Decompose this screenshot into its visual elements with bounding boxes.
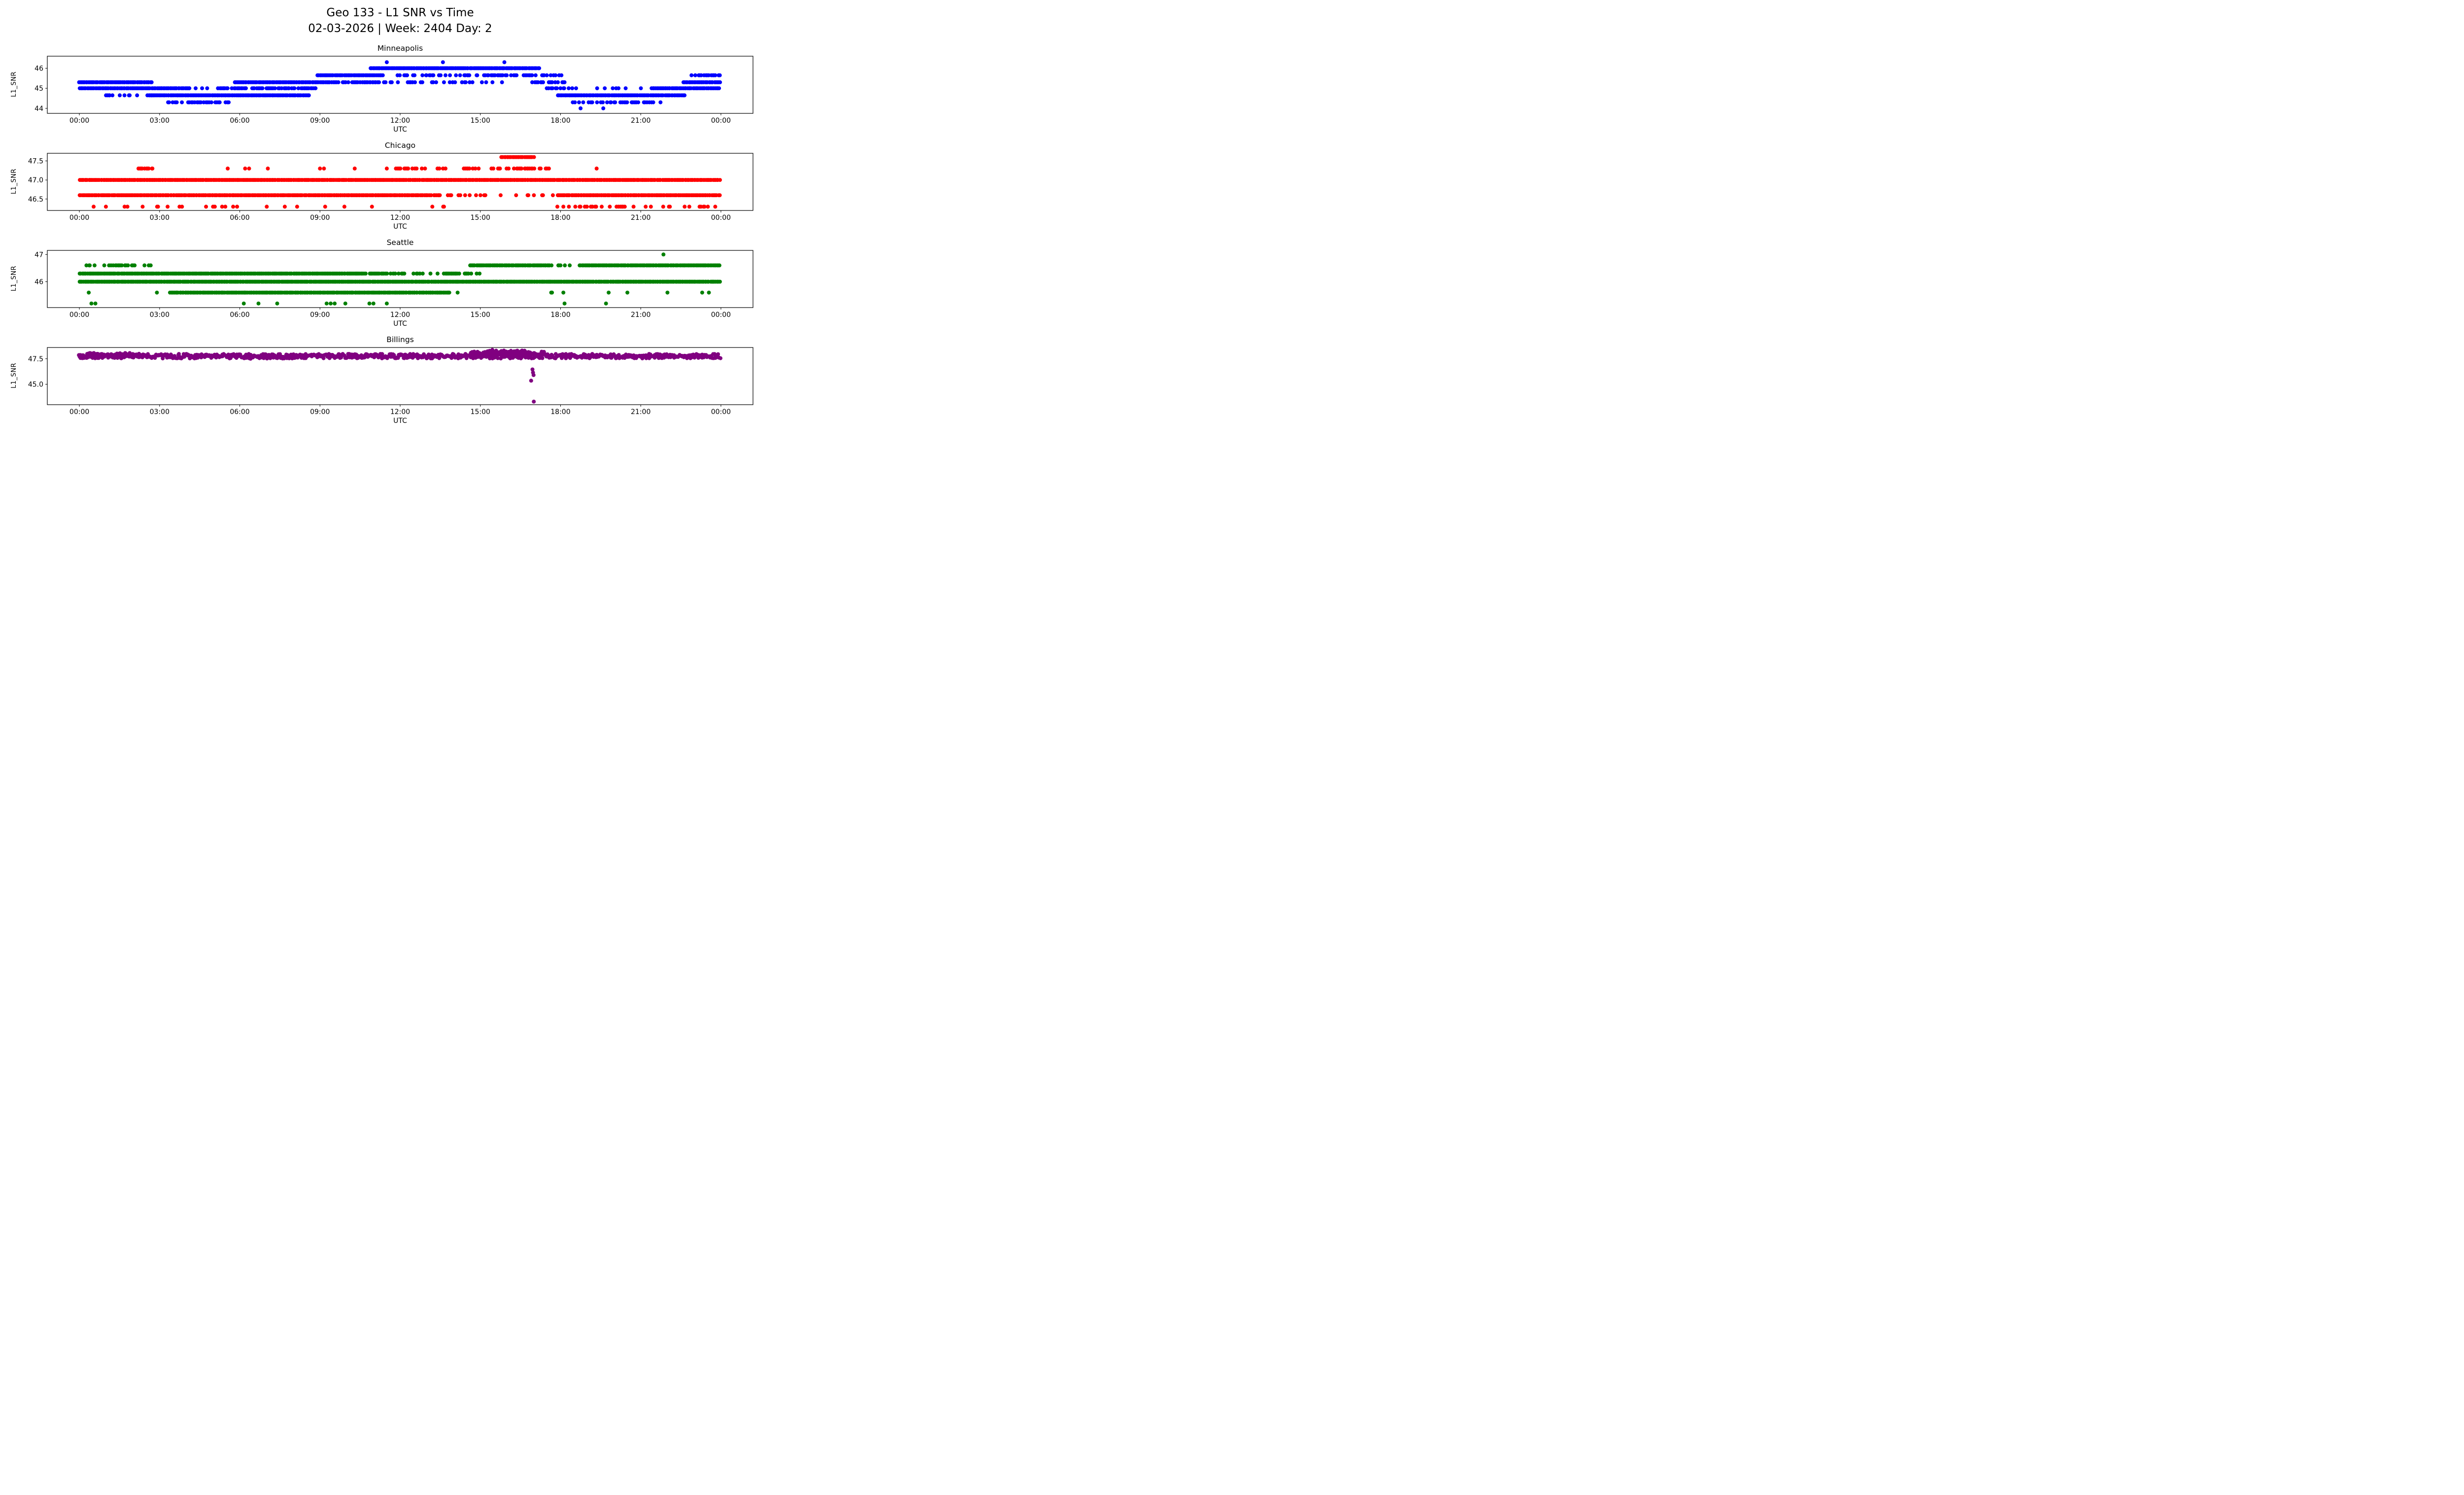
x-tick-label: 06:00 [230,311,249,319]
x-tick-label: 00:00 [711,311,731,319]
x-tick-label: 03:00 [150,214,170,222]
x-tick-label: 12:00 [390,214,410,222]
y-axis-label: L1_SNR [10,266,18,292]
axes-frame [47,250,753,308]
plot-area-chicago: 00:00 03:00 06:00 09:00 12:00 15:00 18:00 21:00… [28,153,753,222]
x-tick-label: 00:00 [69,214,89,222]
plot-area-minneapolis: 00:00 03:00 06:00 09:00 12:00 15:00 18:00 21:00… [34,56,753,125]
x-tick-label: 15:00 [471,408,490,416]
axes-frame [47,56,753,114]
subplot-seattle: Seattle L1_SNR 00:00 03:00 06:00 09:00 12:00… [8,238,769,328]
y-axis-label: L1_SNR [10,71,18,98]
y-tick-label: 47.5 [28,355,43,363]
x-tick-label: 06:00 [230,214,249,222]
axis-ticks [45,161,721,213]
x-tick-label: 21:00 [631,214,650,222]
axis-ticks [45,254,721,310]
x-tick-label: 03:00 [150,117,170,125]
y-tick-label: 46 [34,278,43,286]
scatter-series-billings [77,348,722,404]
axes-frame [47,153,753,211]
x-tick-label: 09:00 [310,408,330,416]
y-tick-label: 46 [34,65,43,73]
x-tick-label: 12:00 [390,408,410,416]
x-tick-label: 18:00 [550,117,570,125]
scatter-series-chicago [77,155,722,209]
scatter-series-minneapolis [77,60,722,111]
axis-tick-labels: 00:00 03:00 06:00 09:00 12:00 15:00 18:00 21:00… [34,251,731,319]
x-tick-label: 12:00 [390,117,410,125]
x-tick-label: 09:00 [310,311,330,319]
x-tick-label: 18:00 [550,311,570,319]
y-tick-label: 45 [34,85,43,93]
subplot-title-seattle: Seattle [386,238,414,247]
x-tick-label: 18:00 [550,408,570,416]
y-axis-label: L1_SNR [10,363,18,389]
x-tick-label: 00:00 [711,117,731,125]
x-tick-label: 00:00 [69,311,89,319]
x-tick-label: 09:00 [310,214,330,222]
y-tick-label: 44 [34,105,43,113]
figure: Geo 133 - L1 SNR vs Time 02-03-2026 | We… [0,0,769,434]
x-axis-label: UTC [393,126,407,134]
x-axis-label: UTC [393,417,407,425]
axis-ticks [45,68,721,116]
subplot-title-chicago: Chicago [384,141,416,150]
axis-tick-labels: 00:00 03:00 06:00 09:00 12:00 15:00 18:00 21:00… [28,355,731,416]
x-axis-label: UTC [393,320,407,328]
x-tick-label: 18:00 [550,214,570,222]
figure-title: Geo 133 - L1 SNR vs Time 02-03-2026 | We… [47,5,753,36]
x-tick-label: 12:00 [390,311,410,319]
scatter-series-seattle [77,252,722,306]
x-tick-label: 21:00 [631,408,650,416]
y-tick-label: 45.0 [28,381,43,389]
subplot-chicago: Chicago L1_SNR 00:00 03:00 06:00 09:00 12:00… [8,141,769,231]
subplot-billings: Billings L1_SNR 00:00 03:00 06:00 09:00 12:0… [8,335,769,425]
x-tick-label: 03:00 [150,311,170,319]
subplot-title-billings: Billings [386,335,414,345]
x-tick-label: 00:00 [69,117,89,125]
x-tick-label: 21:00 [631,117,650,125]
x-tick-label: 03:00 [150,408,170,416]
subplot-title-minneapolis: Minneapolis [377,44,423,53]
x-tick-label: 00:00 [711,408,731,416]
x-tick-label: 06:00 [230,408,249,416]
x-tick-label: 15:00 [471,311,490,319]
figure-title-line1: Geo 133 - L1 SNR vs Time [326,6,474,19]
y-tick-label: 47 [34,251,43,259]
axes-frame [47,347,753,405]
x-tick-label: 21:00 [631,311,650,319]
figure-title-line2: 02-03-2026 | Week: 2404 Day: 2 [308,22,492,35]
plot-area-seattle: 00:00 03:00 06:00 09:00 12:00 15:00 18:00 21:00… [34,250,753,319]
axis-tick-labels: 00:00 03:00 06:00 09:00 12:00 15:00 18:00 21:00… [28,158,731,222]
y-axis-label: L1_SNR [10,169,18,195]
x-tick-label: 09:00 [310,117,330,125]
y-tick-label: 46.5 [28,196,43,204]
plot-area-billings: 00:00 03:00 06:00 09:00 12:00 15:00 18:00 21:00… [28,347,753,416]
x-tick-label: 00:00 [711,214,731,222]
axis-tick-labels: 00:00 03:00 06:00 09:00 12:00 15:00 18:00 21:00… [34,65,731,125]
x-tick-label: 15:00 [471,214,490,222]
subplot-minneapolis: Minneapolis L1_SNR 00:00 03:00 06:00 09:00 1… [8,44,769,134]
y-tick-label: 47.0 [28,177,43,185]
x-axis-label: UTC [393,223,407,231]
y-tick-label: 47.5 [28,158,43,166]
x-tick-label: 06:00 [230,117,249,125]
axis-ticks [45,358,721,407]
x-tick-label: 00:00 [69,408,89,416]
x-tick-label: 15:00 [471,117,490,125]
